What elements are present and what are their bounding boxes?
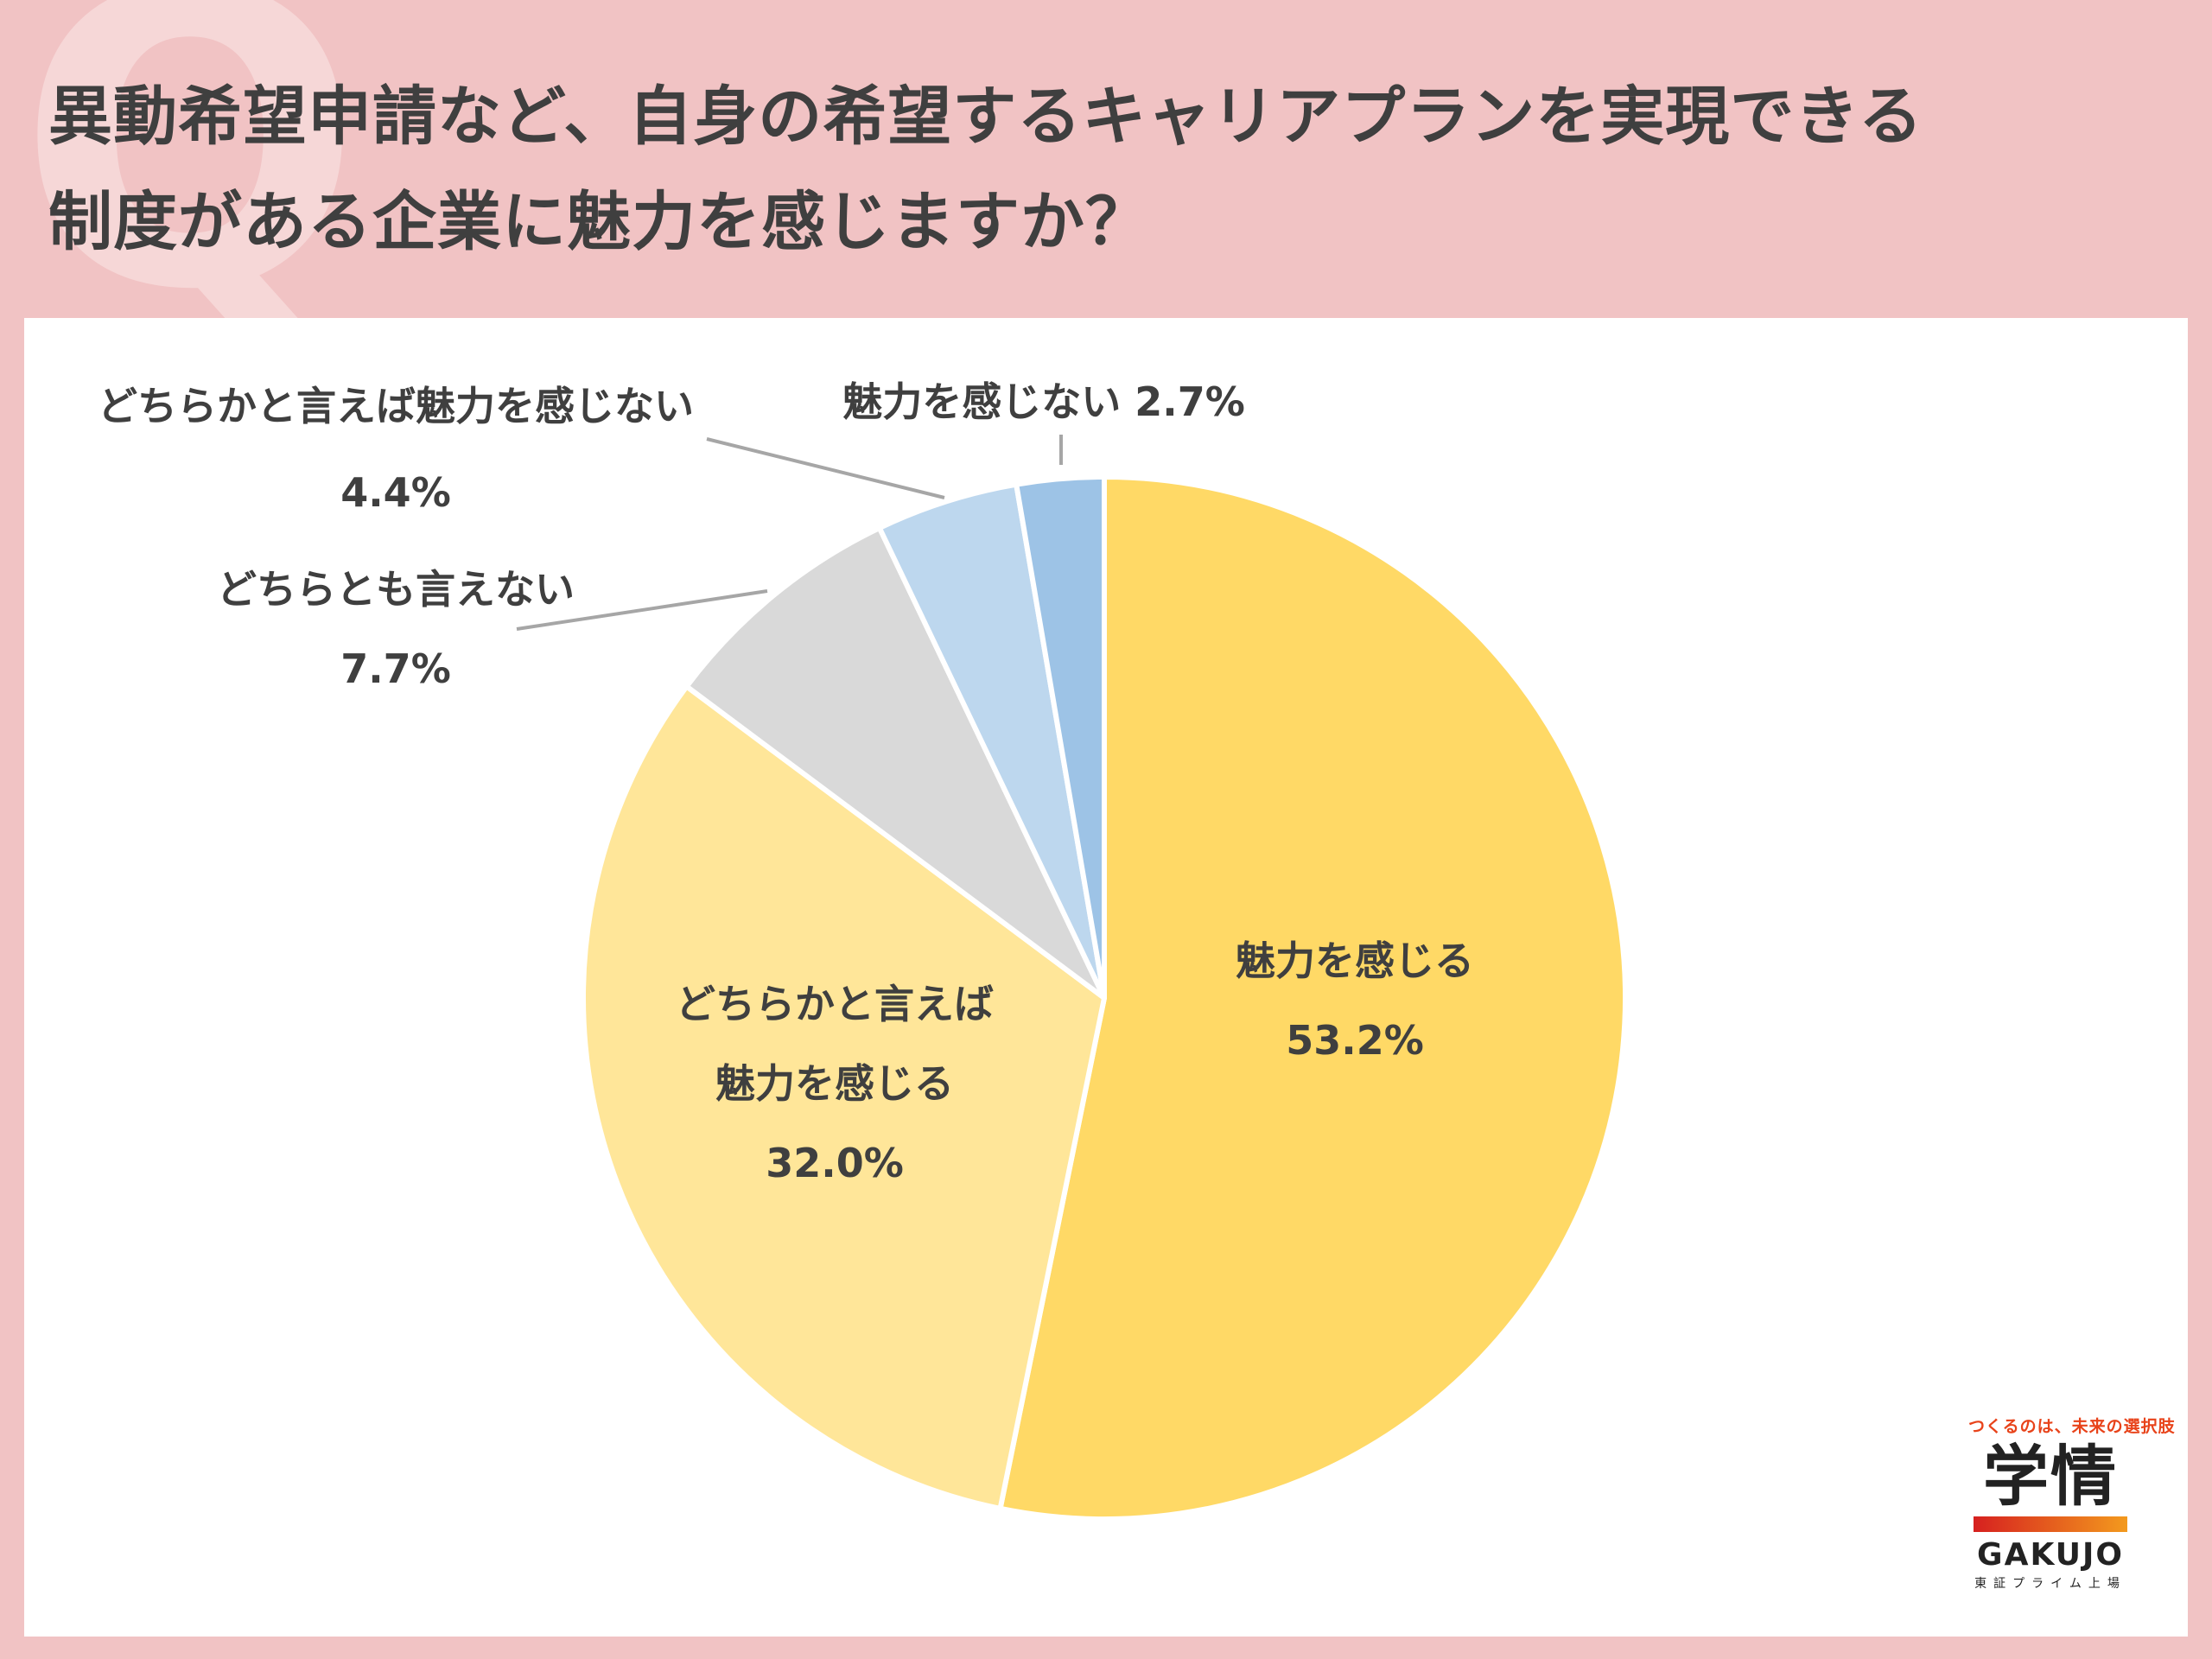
logo-kanji: 学情	[1983, 1438, 2118, 1516]
pie-slices	[581, 474, 1628, 1522]
slice-labels: 魅力を感じる 53.2% どちらかと言えば魅力を感じる 32.0% どちらとも言えない 7…	[98, 378, 1474, 1186]
logo-bar	[1974, 1516, 2127, 1532]
leader-lines	[516, 435, 1063, 631]
logo-tagline: つくるのは、未来の選択肢	[1968, 1417, 2176, 1437]
pie-slice-somewhat-not-attractive	[876, 481, 1107, 1001]
title-line-1: 異動希望申請など、自身の希望するキャリアプランを実現できる	[48, 79, 1923, 154]
pie-slice-somewhat-attractive	[581, 683, 1107, 1511]
slice-label-feel-attractive: 魅力を感じる 53.2%	[1236, 938, 1474, 1064]
pie-slice-feel-attractive	[997, 474, 1628, 1522]
q-watermark: Q	[17, 0, 363, 378]
chart-panel: 魅力を感じる 53.2% どちらかと言えば魅力を感じる 32.0% どちらとも言えない 7…	[24, 318, 2188, 1637]
pie-slice-neutral	[683, 525, 1107, 1001]
slice-label-somewhat-not-attractive: どちらかと言えば魅力を感じない 4.4%	[98, 383, 694, 516]
leader-line-somewhat-not-attractive	[706, 437, 945, 499]
leader-line-neutral	[516, 589, 768, 631]
page-title: 異動希望申請など、自身の希望するキャリアプランを実現できる 制度がある企業に魅力…	[48, 64, 2157, 275]
title-line-2: 制度がある企業に魅力を感じますか？	[48, 185, 1150, 259]
pie-chart: 魅力を感じる 53.2% どちらかと言えば魅力を感じる 32.0% どちらとも言えない 7…	[98, 378, 1628, 1522]
logo-sub: 東証プライム上場	[1974, 1577, 2126, 1591]
slice-label-neutral: どちらとも言えない 7.7%	[217, 566, 575, 692]
pie-slice-not-attractive	[1014, 474, 1107, 1001]
logo-brand: GAKUJO	[1977, 1537, 2124, 1573]
slice-label-not-attractive: 魅力を感じない 2.7%	[842, 378, 1245, 425]
gakujo-logo: つくるのは、未来の選択肢 学情 GAKUJO 東証プライム上場	[1968, 1414, 2176, 1592]
slice-label-somewhat-attractive: どちらかと言えば魅力を感じる 32.0%	[676, 981, 994, 1186]
